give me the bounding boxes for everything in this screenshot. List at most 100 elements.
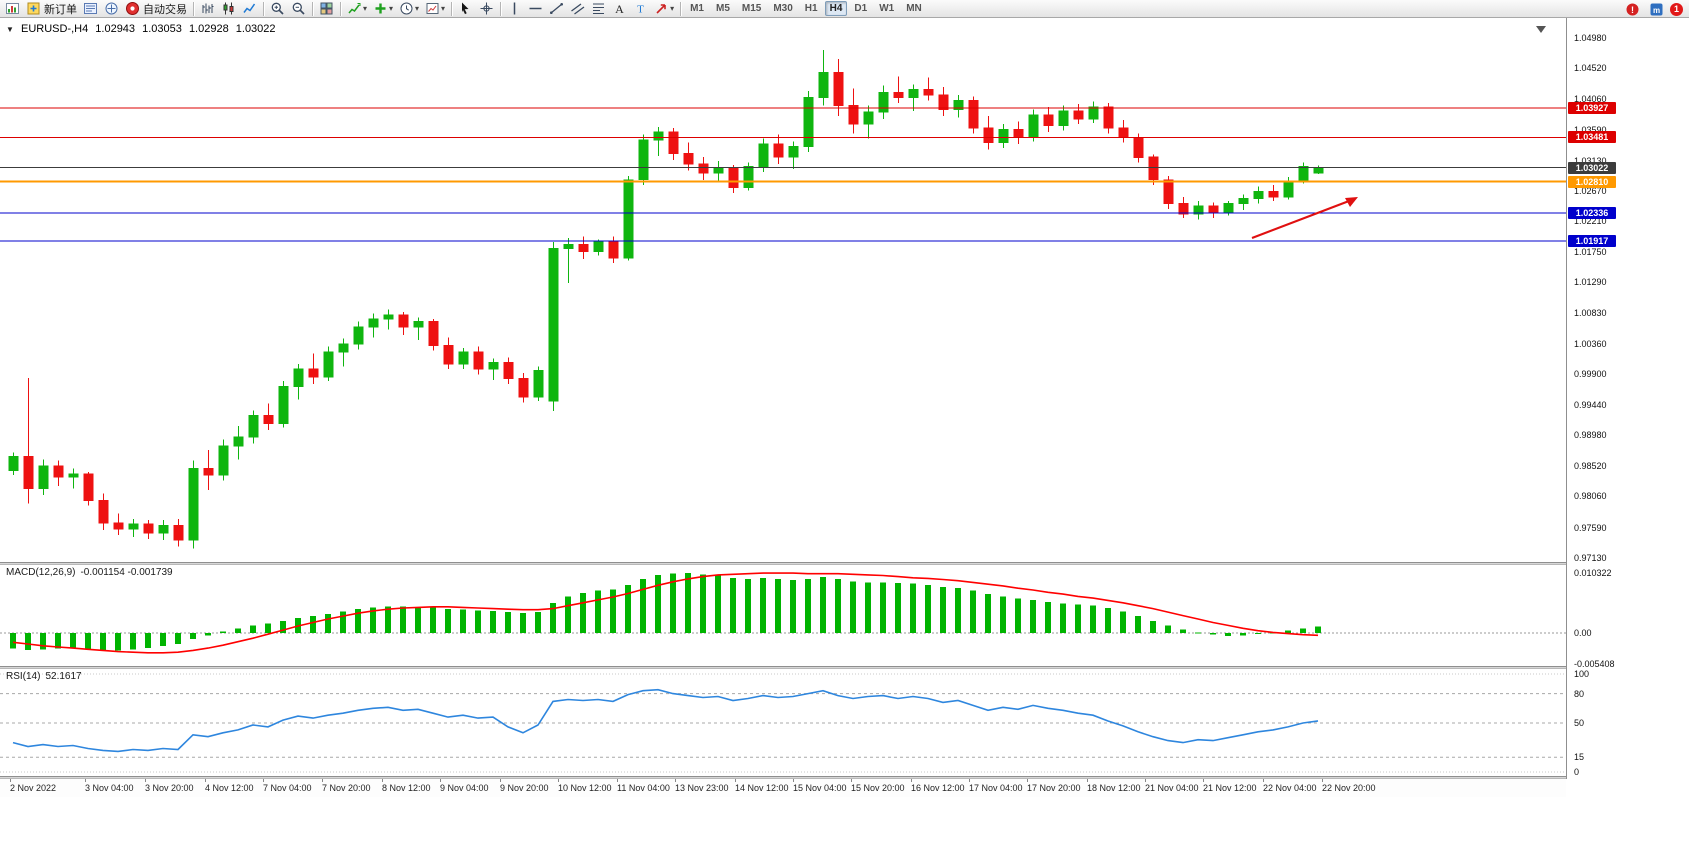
timeframe-m5-button[interactable]: M5 [715,3,730,14]
trend-arrow-annotation[interactable] [1251,199,1350,240]
bear-candle [1073,110,1084,120]
bid-price-line-tag[interactable]: 1.03022 [1568,162,1616,174]
bull-candle [803,97,814,148]
bear-candle [263,415,274,425]
macd-histogram-bar [715,575,721,633]
community-icon[interactable]: m [1646,1,1667,17]
zoom-in-icon[interactable] [267,1,288,17]
rsi-axis-label: 80 [1574,689,1585,699]
templates-icon[interactable]: ▾ [422,1,448,17]
resistance-line-lower-tag[interactable]: 1.03481 [1568,131,1616,143]
macd-histogram-bar [250,625,256,633]
bar-chart-icon[interactable] [197,1,218,17]
periods-icon[interactable]: ▾ [396,1,422,17]
arrows-icon[interactable]: ▾ [651,1,677,17]
timeframe-m30-button[interactable]: M30 [773,3,793,14]
vertical-line-icon[interactable] [504,1,525,17]
bear-candle [938,94,949,111]
rsi-axis-label: 50 [1574,718,1585,728]
indicators-icon[interactable]: ▾ [344,1,370,17]
equidistant-channel-icon[interactable] [567,1,588,17]
chart-window-icon[interactable] [2,1,23,17]
text-label-icon[interactable]: T [630,1,651,17]
macd-histogram-bar [1060,603,1066,633]
time-axis-label: 21 Nov 12:00 [1203,783,1257,793]
autotrading-button[interactable]: 自动交易 [122,1,190,17]
timeframe-w1-button[interactable]: W1 [879,3,895,14]
candlestick-chart-icon[interactable] [218,1,239,17]
support-line-lower-tag[interactable]: 1.01917 [1568,235,1616,247]
new-order-icon [26,1,41,16]
templates-icon [425,1,440,16]
bull-candle [593,241,604,252]
macd-histogram-bar [1300,628,1306,633]
main-price-chart[interactable] [0,18,1566,562]
bull-candle [68,473,79,478]
time-tick [322,779,323,782]
cursor-icon[interactable] [455,1,476,17]
new-order-button[interactable]: 新订单 [23,1,80,17]
add-indicator-icon[interactable]: ▾ [370,1,396,17]
macd-histogram-bar [205,633,211,636]
macd-name: MACD(12,26,9) [6,567,76,578]
chevron-down-icon: ▾ [389,4,394,13]
timeframe-m15-button[interactable]: M15 [741,3,762,14]
rsi-pane[interactable] [0,669,1566,776]
time-axis-label: 15 Nov 20:00 [851,783,905,793]
time-tick [1263,779,1264,782]
price-axis-label: 1.02210 [1574,216,1607,226]
pivot-line-orange-tag[interactable]: 1.02810 [1568,176,1616,188]
time-axis-label: 17 Nov 04:00 [969,783,1023,793]
fibonacci-icon[interactable] [588,1,609,17]
trendline-icon[interactable] [546,1,567,17]
macd-histogram-bar [55,633,61,649]
macd-pane[interactable] [0,565,1566,666]
pane-divider-main-macd[interactable] [0,562,1689,565]
bear-candle [443,344,454,365]
macd-histogram-bar [805,578,811,633]
crosshair-icon[interactable] [476,1,497,17]
macd-histogram-bar [535,612,541,633]
collapse-ohlc-icon[interactable]: ▼ [6,25,14,34]
time-axis-label: 14 Nov 12:00 [735,783,789,793]
timeframe-h4-button[interactable]: H4 [824,1,848,16]
price-axis[interactable]: 1.04980 1.04520 1.04060 1.03590 1.03130 1.026… [1566,18,1689,779]
market-watch-icon[interactable] [80,1,101,17]
price-axis-label: 0.99440 [1574,400,1607,410]
time-axis[interactable]: 2 Nov 2022 3 Nov 04:00 3 Nov 20:00 4 Nov 12… [0,779,1566,797]
bear-candle [23,456,34,489]
timeframe-d1-button[interactable]: D1 [854,3,868,14]
horizontal-line-icon[interactable] [525,1,546,17]
macd-histogram-bar [325,613,331,633]
bear-candle [83,473,94,501]
pane-divider-macd-rsi[interactable] [0,666,1689,669]
bull-candle [1193,205,1204,215]
chart-shift-marker[interactable] [1536,26,1546,33]
support-line-upper-tag[interactable]: 1.02336 [1568,207,1616,219]
tile-windows-icon[interactable] [316,1,337,17]
time-axis-label: 21 Nov 04:00 [1145,783,1199,793]
resistance-line-upper-tag[interactable]: 1.03927 [1568,102,1616,114]
timeframe-h1-button[interactable]: H1 [804,3,818,14]
zoom-out-icon[interactable] [288,1,309,17]
toolbar-separator [680,1,682,16]
timeframe-m1-button[interactable]: M1 [690,3,704,14]
time-axis-label: 4 Nov 12:00 [205,783,254,793]
price-axis-label: 1.01750 [1574,247,1607,257]
macd-histogram-bar [1075,604,1081,633]
macd-histogram-bar [775,578,781,633]
alerts-icon[interactable]: ! [1622,1,1643,17]
macd-histogram-bar [1165,625,1171,633]
rsi-value: 52.1617 [45,671,82,682]
time-tick [558,779,559,782]
toolbar-right-group: ! m 1 [1622,1,1683,17]
timeframe-mn-button[interactable]: MN [906,3,922,14]
line-chart-icon[interactable] [239,1,260,17]
line-chart-icon [242,1,257,16]
time-axis-label: 22 Nov 20:00 [1322,783,1376,793]
macd-histogram-bar [85,633,91,650]
price-axis-label: 0.98520 [1574,461,1607,471]
navigator-icon[interactable] [101,1,122,17]
notification-badge[interactable]: 1 [1670,2,1683,16]
text-icon[interactable]: A [609,1,630,17]
